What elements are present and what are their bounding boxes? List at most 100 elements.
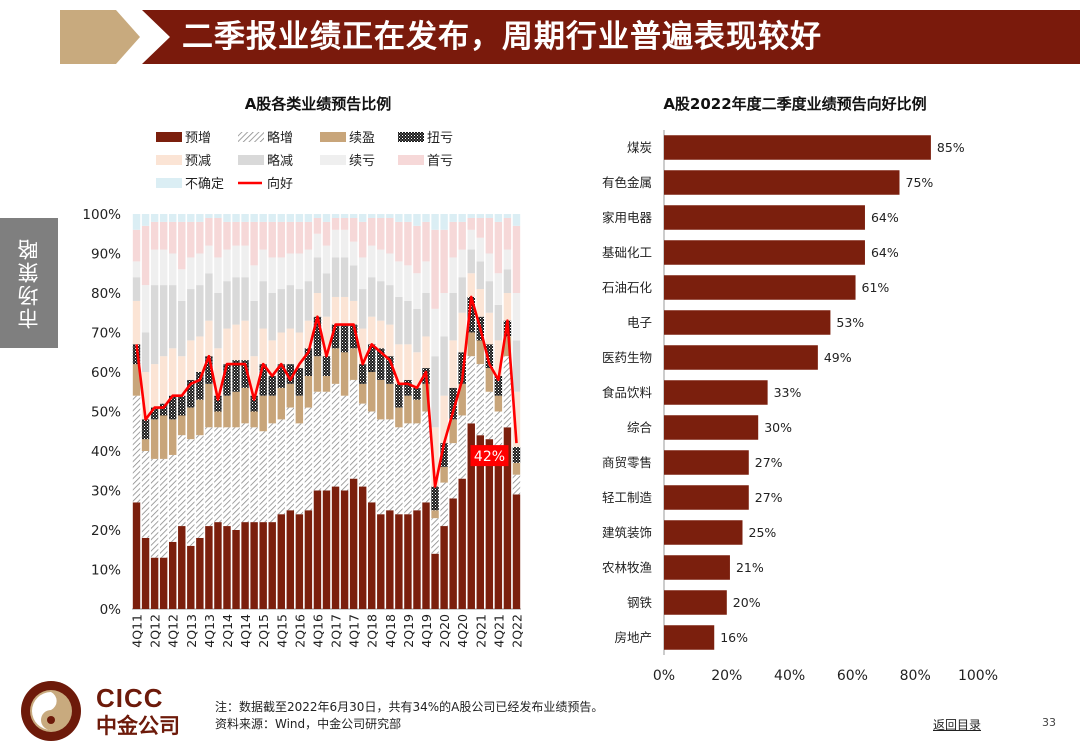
stacked-bar-segment [159, 285, 168, 357]
stacked-bar-segment [377, 514, 385, 609]
stacked-bar-segment [295, 253, 304, 290]
stacked-bar-segment [358, 403, 367, 487]
stacked-bar-segment [159, 249, 168, 286]
stacked-bar-segment [169, 395, 177, 420]
stacked-bar-segment [494, 340, 503, 376]
stacked-bar-segment [431, 214, 439, 230]
stacked-bar-segment [331, 229, 340, 258]
bar [664, 275, 856, 300]
x-tick-label: 4Q16 [310, 614, 325, 648]
stacked-bar-segment [449, 257, 457, 293]
stacked-bar-segment [205, 383, 213, 428]
stacked-bar-segment [141, 372, 150, 420]
stacked-bar-segment [178, 415, 186, 436]
stacked-bar-segment [368, 344, 376, 372]
stacked-bar-segment [358, 214, 367, 222]
stacked-bar-segment [159, 415, 168, 459]
bar [664, 135, 931, 160]
stacked-bar-segment [368, 245, 376, 278]
stacked-bar-segment [159, 356, 168, 404]
stacked-bar-segment [458, 249, 466, 278]
stacked-bar-segment [150, 407, 159, 420]
stacked-bar-segment [178, 435, 186, 527]
stacked-bar-segment [358, 257, 367, 290]
stacked-bar-segment [259, 431, 267, 523]
stacked-bar-segment [458, 312, 466, 353]
bar-value-label: 27% [755, 455, 783, 470]
x-tick-label: 2Q21 [473, 614, 488, 648]
stacked-bar-segment [349, 265, 358, 301]
back-to-contents-link[interactable]: 返回目录 [933, 718, 982, 732]
stacked-bar-segment [349, 379, 358, 479]
stacked-bar-segment [377, 214, 385, 218]
stacked-bar-segment [313, 214, 322, 218]
stacked-bar-segment [512, 462, 521, 475]
stacked-bar-segment [159, 403, 168, 416]
stacked-bar-segment [431, 510, 439, 519]
stacked-bar-segment [349, 348, 358, 380]
stacked-bar-segment [494, 214, 503, 222]
stacked-bar-segment [485, 391, 494, 440]
stacked-bar-segment [377, 379, 385, 420]
stacked-bar-segment [431, 229, 439, 309]
stacked-bar-segment [286, 214, 295, 222]
stacked-bar-segment [159, 557, 168, 609]
source-note: 资料来源：Wind，中金公司研究部 [215, 717, 402, 731]
stacked-bar-segment [178, 526, 186, 609]
legend-label: 续盈 [349, 131, 375, 146]
bar [664, 485, 749, 510]
stacked-bar-segment [422, 293, 430, 337]
stacked-bar-segment [286, 221, 295, 254]
category-label: 房地产 [614, 630, 652, 645]
stacked-bar-segment [132, 229, 141, 262]
stacked-bar-segment [214, 214, 222, 218]
stacked-bar-segment [503, 269, 512, 293]
stacked-bar-segment [322, 375, 331, 392]
y-tick-label: 50% [91, 405, 121, 421]
stacked-bar-segment [395, 344, 403, 384]
stacked-bar-segment [232, 391, 240, 428]
left-chart-axes: 0% 10% 20% 30% 40% 50% 60% 70% 80% 90% 100% [82, 207, 521, 618]
x-tick-label: 4Q21 [491, 614, 506, 648]
stacked-bar-segment [304, 510, 313, 609]
stacked-bar-segment [458, 415, 466, 479]
stacked-bar-segment [494, 273, 503, 305]
stacked-bar-segment [178, 356, 186, 396]
left-chart-bars [132, 214, 521, 609]
y-tick-label: 60% [91, 365, 121, 381]
stacked-bar-segment [440, 395, 448, 444]
stacked-bar-segment [467, 423, 475, 609]
x-tick-label: 60% [837, 668, 868, 684]
stacked-bar-segment [331, 324, 340, 349]
stacked-bar-segment [241, 387, 249, 424]
stacked-bar-segment [467, 273, 475, 297]
bar [664, 170, 900, 195]
x-tick-label: 2Q18 [365, 614, 380, 648]
stacked-bar-segment [295, 289, 304, 333]
stacked-bar-segment [476, 214, 484, 218]
stacked-bar-segment [141, 451, 150, 538]
stacked-bar-segment [259, 214, 267, 222]
section-tab[interactable] [0, 218, 58, 348]
stacked-bar-segment [440, 482, 448, 527]
x-tick-label: 80% [900, 668, 931, 684]
stacked-bar-segment [386, 214, 394, 218]
stacked-bar-segment [169, 541, 177, 609]
stacked-bar-segment [178, 300, 186, 357]
y-tick-label: 10% [91, 563, 121, 579]
stacked-bar-segment [268, 257, 276, 293]
stacked-bar-segment [304, 214, 313, 222]
stacked-bar-segment [431, 553, 439, 609]
stacked-bar-segment [413, 308, 421, 353]
stacked-bar-segment [241, 423, 249, 523]
stacked-bar-segment [241, 320, 249, 361]
footnote: 注：数据截至2022年6月30日，共有34%的A股公司已经发布业绩预告。 [215, 700, 604, 714]
x-tick-label: 2Q16 [292, 614, 307, 648]
stacked-bar-segment [214, 348, 222, 396]
stacked-bar-segment [358, 383, 367, 404]
bar [664, 205, 865, 230]
stacked-bar-segment [485, 217, 494, 254]
stacked-bar-segment [449, 443, 457, 499]
stacked-bar-segment [141, 419, 150, 440]
